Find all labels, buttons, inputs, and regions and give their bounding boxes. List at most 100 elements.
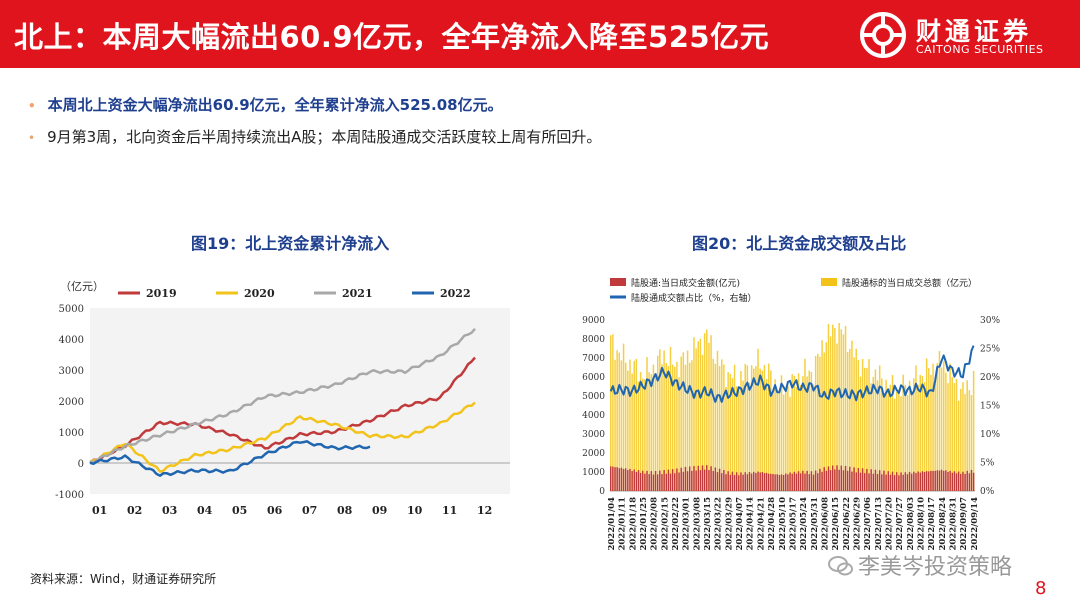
bar-total-turnover (706, 329, 708, 491)
bar-northbound-turnover (614, 467, 616, 491)
bar-total-turnover (744, 364, 746, 491)
bar-total-turnover (823, 352, 825, 491)
bar-total-turnover (718, 366, 721, 491)
bar-northbound-turnover (782, 475, 785, 491)
bar-northbound-turnover (763, 473, 766, 491)
bar-total-turnover (708, 342, 710, 491)
bar-northbound-turnover (776, 474, 778, 491)
x-date-label: 2022/01/11 (618, 497, 628, 551)
bar-total-turnover (855, 348, 857, 491)
x-date-label: 2022/01/18 (628, 497, 638, 551)
bar-northbound-turnover (857, 468, 860, 491)
bar-northbound-turnover (718, 468, 721, 491)
bar-northbound-turnover (915, 473, 917, 491)
bar-total-turnover (947, 383, 949, 491)
bar-northbound-turnover (710, 466, 712, 491)
x-date-label: 2022/04/14 (746, 497, 756, 551)
bar-total-turnover (774, 379, 776, 491)
bar-northbound-turnover (729, 474, 732, 491)
bar-northbound-turnover (656, 474, 659, 491)
bar-total-turnover (620, 360, 623, 491)
x-date-label: 2022/07/20 (884, 497, 894, 551)
x-date-label: 2022/02/15 (660, 497, 670, 551)
bar-northbound-turnover (849, 466, 851, 491)
x-date-label: 2022/05/17 (788, 497, 798, 551)
legend-label: 陆股通:当日成交金额(亿元) (631, 277, 740, 289)
bar-total-turnover (618, 352, 621, 491)
bar-total-turnover (633, 360, 635, 491)
bar-total-turnover (904, 384, 907, 491)
bar-total-turnover (812, 384, 815, 491)
bar-northbound-turnover (795, 473, 798, 491)
bar-total-turnover (614, 359, 616, 491)
bar-total-turnover (642, 378, 644, 491)
bar-total-turnover (791, 374, 793, 491)
bar-northbound-turnover (934, 470, 936, 491)
bar-northbound-turnover (878, 470, 881, 491)
y-tick-label: 9000 (582, 316, 605, 326)
bar-northbound-turnover (957, 471, 960, 491)
bar-northbound-turnover (701, 465, 704, 491)
bar-northbound-turnover (970, 469, 973, 491)
x-date-label: 2022/07/06 (863, 497, 873, 551)
bar-total-turnover (972, 370, 975, 491)
bar-northbound-turnover (674, 473, 676, 491)
bar-northbound-turnover (680, 467, 682, 491)
bar-total-turnover (968, 390, 971, 491)
bar-total-turnover (960, 388, 962, 491)
x-date-label: 2022/06/29 (852, 497, 862, 551)
bar-northbound-turnover (823, 467, 825, 491)
bar-northbound-turnover (723, 470, 725, 491)
bar-total-turnover (915, 365, 917, 491)
bar-northbound-turnover (817, 473, 819, 491)
x-date-label: 2022/03/15 (703, 497, 713, 551)
bar-northbound-turnover (631, 471, 633, 491)
x-date-label: 2022/07/27 (895, 497, 905, 551)
x-date-label: 2022/07/13 (874, 497, 884, 551)
bar-northbound-turnover (772, 474, 774, 491)
bar-northbound-turnover (789, 472, 791, 491)
bar-northbound-turnover (846, 470, 849, 491)
bar-total-turnover (740, 371, 742, 491)
bar-total-turnover (797, 373, 800, 491)
bar-total-turnover (635, 358, 638, 491)
bar-total-turnover (674, 366, 676, 491)
bullet-dot-icon: • (28, 131, 36, 145)
bar-total-turnover (624, 362, 627, 491)
bar-northbound-turnover (616, 467, 618, 491)
bar-northbound-turnover (742, 474, 744, 491)
bar-northbound-turnover (639, 472, 642, 491)
bar-northbound-turnover (684, 466, 687, 491)
bar-northbound-turnover (883, 470, 885, 491)
bar-total-turnover (629, 359, 631, 491)
bar-northbound-turnover (855, 472, 857, 491)
bar-northbound-turnover (744, 472, 746, 491)
bar-northbound-turnover (678, 472, 680, 491)
legend-label: 陆股通标的当日成交总额（亿元） (842, 277, 977, 289)
bar-total-turnover (697, 341, 699, 491)
bar-total-turnover (787, 386, 789, 491)
bar-total-turnover (851, 340, 853, 491)
bar-northbound-turnover (921, 471, 924, 491)
bar-total-turnover (842, 334, 845, 491)
bar-total-turnover (900, 396, 902, 491)
bar-northbound-turnover (693, 466, 695, 491)
bar-total-turnover (889, 384, 892, 491)
bar-total-turnover (748, 382, 751, 491)
x-date-label: 2022/05/10 (778, 497, 788, 551)
x-date-label: 2022/08/31 (949, 497, 959, 551)
bar-total-turnover (936, 363, 939, 491)
y-tick-label: 5000 (582, 392, 605, 402)
bar-northbound-turnover (853, 467, 855, 491)
bar-total-turnover (610, 335, 612, 491)
bar-northbound-turnover (627, 470, 629, 491)
bar-northbound-turnover (652, 474, 655, 491)
bar-northbound-turnover (620, 467, 623, 491)
bar-northbound-turnover (733, 475, 736, 491)
bar-northbound-turnover (731, 471, 734, 491)
bar-total-turnover (964, 394, 966, 491)
bar-northbound-turnover (691, 470, 693, 491)
bar-northbound-turnover (761, 472, 764, 491)
bar-total-turnover (957, 400, 960, 491)
bar-total-turnover (659, 349, 661, 491)
